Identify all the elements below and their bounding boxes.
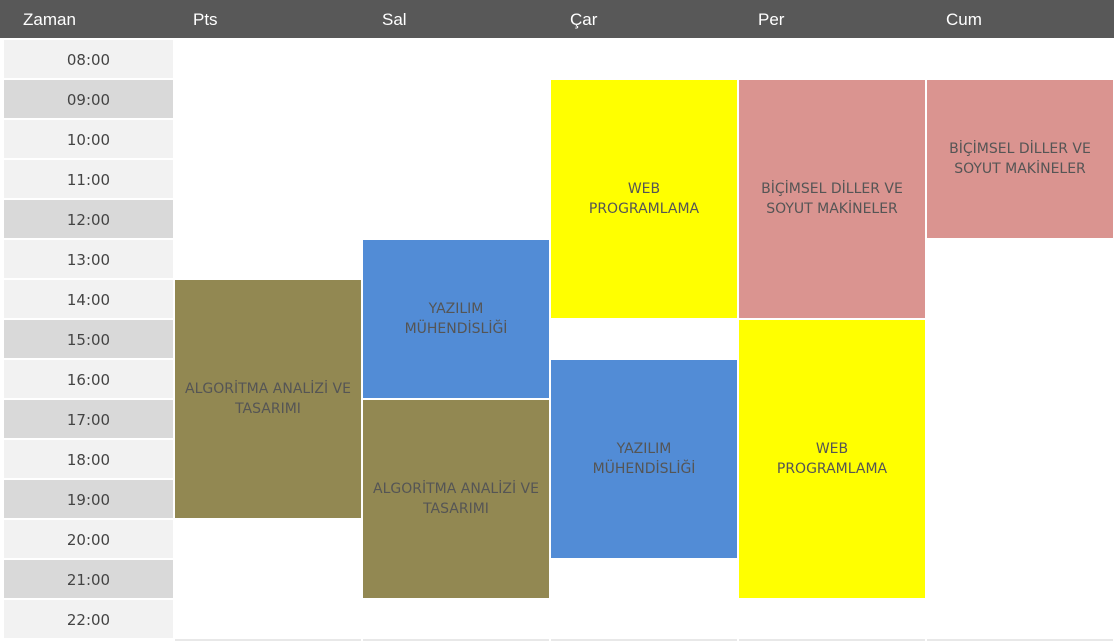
- time-slot-2100: 21:00: [4, 560, 173, 598]
- header-day-cum: Cum: [946, 10, 982, 29]
- event-title: YAZILIM MÜHENDİSLİĞİ: [404, 301, 508, 337]
- time-slot-1100: 11:00: [4, 160, 173, 198]
- event-per-bicimsel[interactable]: BİÇİMSEL DİLLER VE SOYUT MAKİNELER: [739, 80, 925, 318]
- time-slot-1800: 18:00: [4, 440, 173, 478]
- event-title: BİÇİMSEL DİLLER VE SOYUT MAKİNELER: [949, 141, 1091, 177]
- event-title: YAZILIM MÜHENDİSLİĞİ: [592, 441, 696, 477]
- event-cum-bicimsel[interactable]: BİÇİMSEL DİLLER VE SOYUT MAKİNELER: [927, 80, 1113, 238]
- time-slot-1000: 10:00: [4, 120, 173, 158]
- column-bottom-line: [551, 639, 737, 641]
- event-pts-algoritma[interactable]: ALGORİTMA ANALİZİ VE TASARIMI: [175, 280, 361, 518]
- event-title: BİÇİMSEL DİLLER VE SOYUT MAKİNELER: [761, 181, 903, 217]
- event-title: WEB PROGRAMLAMA: [588, 181, 700, 217]
- time-slot-2000: 20:00: [4, 520, 173, 558]
- time-slot-0900: 09:00: [4, 80, 173, 118]
- day-column-cum: [927, 38, 1113, 641]
- time-slot-1400: 14:00: [4, 280, 173, 318]
- header-day-per: Per: [758, 10, 785, 29]
- event-sal-yazilim[interactable]: YAZILIM MÜHENDİSLİĞİ: [363, 240, 549, 398]
- time-slot-1600: 16:00: [4, 360, 173, 398]
- header-day-pts: Pts: [193, 10, 218, 29]
- day-column-per: [739, 38, 925, 641]
- event-title: ALGORİTMA ANALİZİ VE TASARIMI: [185, 381, 351, 417]
- event-per-web[interactable]: WEB PROGRAMLAMA: [739, 320, 925, 598]
- header-time-label: Zaman: [23, 10, 76, 29]
- header-day-car: Çar: [570, 10, 598, 29]
- day-column-sal: [363, 38, 549, 641]
- time-slot-0800: 08:00: [4, 40, 173, 78]
- column-bottom-line: [927, 639, 1113, 641]
- column-bottom-line: [739, 639, 925, 641]
- header-day-sal: Sal: [382, 10, 407, 29]
- time-slot-1300: 13:00: [4, 240, 173, 278]
- time-slot-1700: 17:00: [4, 400, 173, 438]
- day-column-pts: [175, 38, 361, 641]
- time-slot-1900: 19:00: [4, 480, 173, 518]
- column-bottom-line: [175, 639, 361, 641]
- event-sal-algoritma[interactable]: ALGORİTMA ANALİZİ VE TASARIMI: [363, 400, 549, 598]
- event-title: ALGORİTMA ANALİZİ VE TASARIMI: [373, 481, 539, 517]
- day-column-car: [551, 38, 737, 641]
- schedule-header: Zaman Pts Sal Çar Per Cum: [0, 0, 1114, 38]
- event-title: WEB PROGRAMLAMA: [776, 441, 888, 477]
- column-bottom-line: [363, 639, 549, 641]
- event-car-web[interactable]: WEB PROGRAMLAMA: [551, 80, 737, 318]
- time-slot-2200: 22:00: [4, 600, 173, 638]
- time-slot-1500: 15:00: [4, 320, 173, 358]
- time-slot-1200: 12:00: [4, 200, 173, 238]
- event-car-yazilim[interactable]: YAZILIM MÜHENDİSLİĞİ: [551, 360, 737, 558]
